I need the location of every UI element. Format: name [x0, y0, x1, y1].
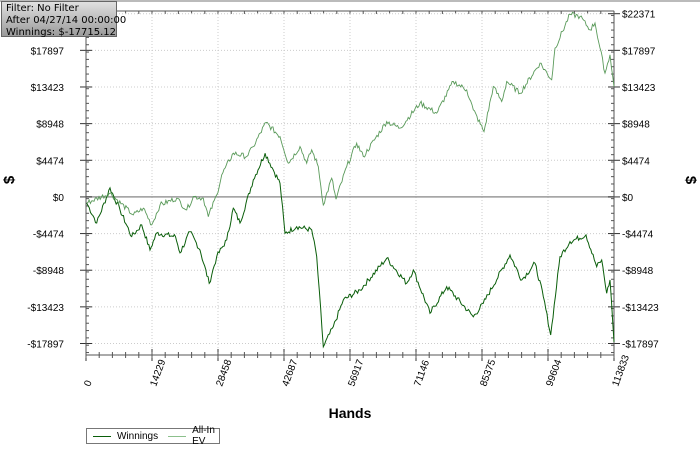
info-tooltip: Filter: No Filter After 04/27/14 00:00:0… — [1, 1, 127, 38]
y-tick-label-left: $8948 — [36, 120, 64, 131]
y-tick-label-right: $22371 — [622, 10, 656, 21]
y-tick-label-right: $17897 — [622, 46, 656, 57]
date-filter-text: After 04/27/14 00:00:00 — [6, 15, 127, 26]
y-tick-label-left: -$4474 — [33, 230, 65, 241]
x-tick-label: 99604 — [544, 358, 564, 388]
x-tick-label: 71146 — [412, 358, 432, 388]
series-line-all-in-ev — [86, 11, 615, 226]
x-tick-label: 42687 — [280, 358, 300, 388]
winnings-text: Winnings: $-17715.12 — [6, 27, 117, 38]
x-tick-label: 85375 — [478, 358, 498, 388]
y-tick-label-right: -$17897 — [622, 340, 659, 351]
legend: Winnings All-In EV — [86, 425, 220, 447]
y-tick-label-right: $13423 — [622, 83, 656, 94]
y-tick-label-left: $13423 — [31, 83, 65, 94]
x-tick-label: 14229 — [148, 358, 168, 388]
y-axis-title-right: $ — [682, 176, 699, 185]
y-tick-label-right: -$13423 — [622, 303, 659, 314]
y-tick-label-right: $0 — [622, 193, 634, 204]
y-tick-label-left: $4474 — [36, 156, 64, 167]
filter-text: Filter: No Filter — [6, 3, 79, 14]
legend-label-winnings: Winnings — [116, 430, 159, 442]
y-tick-label-right: $8948 — [622, 120, 650, 131]
y-tick-label-right: -$4474 — [622, 230, 654, 241]
x-axis-title: Hands — [329, 405, 372, 421]
x-tick-label: 28458 — [214, 358, 234, 388]
x-tick-label: 0 — [82, 379, 94, 388]
y-tick-label-left: $17897 — [31, 46, 65, 57]
y-tick-label-left: -$8948 — [33, 266, 65, 277]
y-tick-label-right: -$8948 — [622, 266, 654, 277]
y-axis-title-left: $ — [1, 175, 18, 184]
y-tick-label-left: -$17897 — [27, 340, 64, 351]
y-tick-label-left: $0 — [53, 193, 65, 204]
legend-label-allin-ev: All-In EV — [192, 425, 215, 447]
legend-swatch-allin-ev — [168, 435, 187, 437]
legend-swatch-winnings — [93, 435, 111, 437]
y-tick-label-left: -$13423 — [27, 303, 64, 314]
series-line-winnings — [86, 153, 615, 349]
y-tick-label-right: $4474 — [622, 156, 650, 167]
x-tick-label: 56917 — [346, 358, 366, 388]
